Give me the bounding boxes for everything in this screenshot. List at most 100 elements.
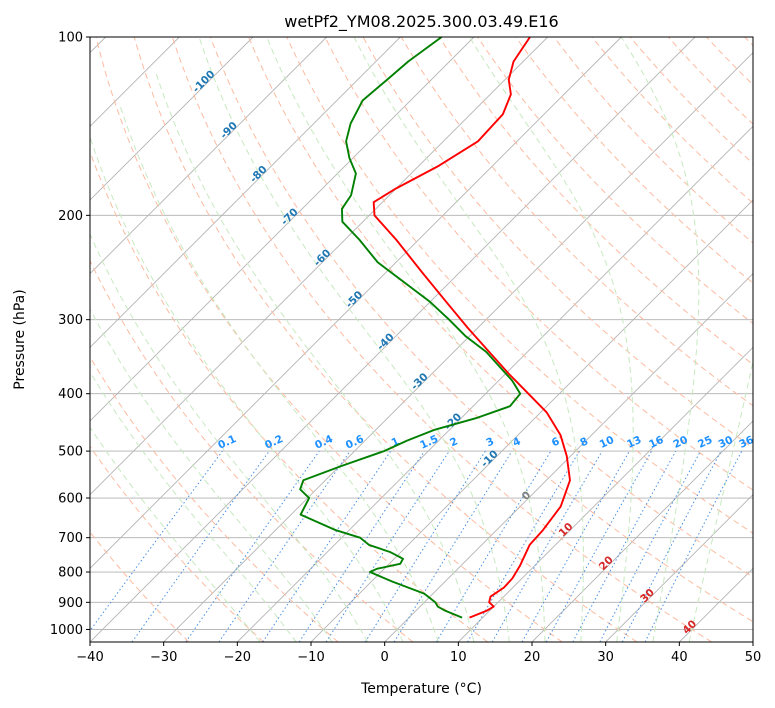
y-tick-label: 400 bbox=[58, 387, 83, 402]
isotherm-label: -40 bbox=[375, 331, 397, 353]
isotherm-line bbox=[90, 37, 622, 569]
dry-adiabat bbox=[210, 37, 753, 623]
mixing-ratio-label: 13 bbox=[625, 434, 643, 451]
x-tick-label: −20 bbox=[224, 650, 251, 665]
isotherm-label: -90 bbox=[218, 120, 240, 142]
moist-adiabat bbox=[469, 37, 634, 642]
dry-adiabat bbox=[133, 37, 638, 642]
isotherm-label: -80 bbox=[248, 163, 270, 185]
y-tick-label: 800 bbox=[58, 566, 83, 581]
mixing-ratio-line bbox=[90, 450, 223, 632]
dry-adiabat bbox=[90, 445, 264, 642]
dry-adiabat bbox=[324, 37, 753, 491]
chart-title: wetPf2_YM08.2025.300.03.49.E16 bbox=[284, 12, 558, 32]
moist-adiabat bbox=[119, 104, 439, 642]
moist-adiabat bbox=[90, 426, 261, 642]
mixing-ratio-label: 16 bbox=[647, 434, 665, 451]
dry-adiabat bbox=[553, 37, 753, 244]
mixing-ratio-label: 6 bbox=[550, 435, 562, 449]
dry-adiabat bbox=[362, 37, 753, 449]
plot-area: 0.1 0.2 0.4 0.6 1 1.5 2 3 4 6 8 10 13 16 20 25 30 36-100-… bbox=[90, 37, 753, 642]
mixing-ratio-line bbox=[521, 450, 630, 642]
isotherm-line bbox=[90, 37, 327, 275]
mixing-ratio-label: 1 bbox=[390, 435, 402, 449]
isotherm-line bbox=[531, 420, 753, 642]
y-tick-label: 600 bbox=[58, 492, 83, 507]
dry-adiabat bbox=[668, 37, 753, 125]
isotherm-line bbox=[384, 273, 753, 642]
dry-adiabat bbox=[248, 37, 753, 578]
temperature-profile-line bbox=[372, 37, 571, 619]
line-labels: 0.1 0.2 0.4 0.6 1 1.5 2 3 4 6 8 10 13 16 20 25 30 36-100-… bbox=[190, 68, 753, 637]
mixing-ratio-line bbox=[218, 450, 351, 642]
dewpoint-profile-line bbox=[299, 37, 522, 619]
dry-adiabat bbox=[90, 531, 190, 642]
isotherm-label: 40 bbox=[680, 618, 699, 637]
mixing-ratio-label: 0.1 bbox=[216, 433, 238, 452]
y-tick-label: 100 bbox=[58, 31, 83, 46]
mixing-ratio-line bbox=[572, 450, 677, 642]
dry-adiabat bbox=[706, 37, 753, 86]
mixing-ratio-label: 0.6 bbox=[344, 433, 366, 452]
axes: −40 −30 −20 −10 0 10 20 30 40 5010009008007006005… bbox=[50, 31, 761, 666]
mixing-ratio-line bbox=[435, 450, 552, 642]
x-tick-label: 10 bbox=[450, 650, 467, 665]
mixing-ratio-label: 0.4 bbox=[313, 433, 335, 452]
isotherm-line bbox=[679, 567, 753, 642]
isotherm-line bbox=[90, 37, 401, 348]
mixing-ratio-label: 25 bbox=[696, 434, 714, 451]
mixing-ratio-label: 3 bbox=[484, 435, 496, 449]
y-tick-label: 200 bbox=[58, 209, 83, 224]
y-tick-label: 1000 bbox=[50, 623, 83, 638]
x-tick-label: 40 bbox=[671, 650, 688, 665]
y-tick-label: 900 bbox=[58, 596, 83, 611]
isotherm-label: -50 bbox=[343, 289, 365, 311]
x-tick-label: 0 bbox=[381, 650, 389, 665]
x-tick-label: −40 bbox=[76, 650, 103, 665]
dry-adiabat bbox=[90, 356, 339, 642]
isotherm-line bbox=[163, 52, 753, 642]
isotherm-line bbox=[752, 641, 753, 642]
x-tick-label: 50 bbox=[745, 650, 762, 665]
dry-adiabat bbox=[629, 37, 753, 165]
mixing-ratio-line bbox=[131, 450, 270, 642]
mixing-ratio-line bbox=[185, 450, 320, 642]
dry-adiabat bbox=[744, 37, 753, 47]
x-tick-label: 20 bbox=[524, 650, 541, 665]
isotherm-line bbox=[90, 37, 475, 422]
isotherm-line bbox=[90, 37, 254, 201]
moist-adiabat bbox=[90, 135, 404, 642]
y-tick-label: 500 bbox=[58, 445, 83, 460]
isotherm-label: -30 bbox=[409, 371, 431, 393]
dry-adiabat bbox=[90, 150, 488, 642]
mixing-ratio-line bbox=[393, 450, 513, 642]
x-tick-label: −30 bbox=[150, 650, 177, 665]
isotherm-line bbox=[605, 494, 753, 642]
dry-adiabat bbox=[171, 37, 712, 642]
x-tick-label: 30 bbox=[597, 650, 614, 665]
mixing-ratio-line bbox=[599, 450, 701, 642]
isotherm-line bbox=[458, 346, 753, 642]
isotherm-label: -70 bbox=[279, 206, 301, 228]
dry-adiabat bbox=[477, 37, 753, 325]
isotherm-line bbox=[90, 37, 696, 642]
x-tick-label: −10 bbox=[297, 650, 324, 665]
mixing-ratio-line bbox=[325, 450, 450, 642]
x-axis-label: Temperature (°C) bbox=[360, 681, 482, 697]
isotherm-label: -60 bbox=[311, 247, 333, 269]
dry-adiabat bbox=[95, 37, 563, 642]
mixing-ratio-line bbox=[364, 450, 486, 642]
moist-adiabat bbox=[353, 37, 584, 642]
dry-adiabat bbox=[90, 259, 414, 642]
y-tick-label: 300 bbox=[58, 313, 83, 328]
moist-adiabat bbox=[198, 37, 510, 642]
mixing-ratio-label: 2 bbox=[448, 435, 460, 449]
moist-adiabat bbox=[266, 37, 546, 642]
moist-adiabat bbox=[90, 370, 297, 642]
mixing-ratio-label: 4 bbox=[511, 435, 523, 449]
y-axis-label: Pressure (hPa) bbox=[12, 289, 28, 389]
dry-adiabat bbox=[400, 37, 753, 407]
isotherm-line bbox=[237, 125, 753, 642]
plot-frame bbox=[89, 36, 754, 643]
